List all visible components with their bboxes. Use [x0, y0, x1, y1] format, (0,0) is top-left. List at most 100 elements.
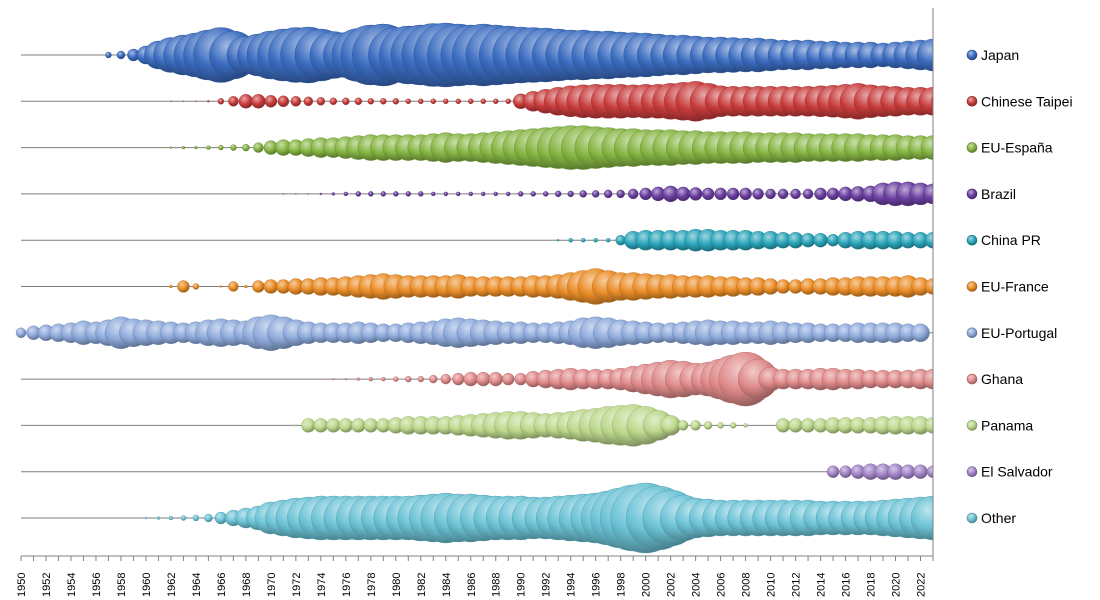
bubble — [729, 422, 737, 429]
bubble — [303, 96, 314, 107]
bubble — [238, 94, 254, 109]
bubble — [1023, 369, 1043, 389]
bubble — [204, 513, 213, 523]
bubble — [922, 368, 933, 390]
bubble — [726, 187, 740, 201]
bubble — [488, 371, 503, 387]
bubble — [468, 191, 473, 197]
x-tick-label: 2008 — [741, 573, 753, 597]
bubble — [916, 38, 933, 72]
legend-marker — [966, 466, 978, 478]
bubble — [368, 376, 374, 382]
bubble — [295, 193, 297, 195]
x-tick-label: 1962 — [166, 573, 178, 597]
bubble — [935, 184, 955, 204]
bubble — [918, 87, 933, 116]
bubble — [505, 98, 511, 105]
x-tick-label: 2010 — [766, 573, 778, 597]
bubble — [924, 278, 933, 295]
bubble — [947, 368, 969, 390]
bubble — [443, 98, 449, 105]
bubble — [264, 95, 278, 108]
bubble — [1039, 419, 1051, 431]
bubble — [313, 418, 329, 433]
bubble — [380, 191, 387, 197]
x-tick-label: 1986 — [466, 573, 478, 597]
bubble — [677, 420, 689, 431]
bubble — [219, 285, 223, 288]
bubble — [900, 464, 916, 479]
bubble — [717, 422, 724, 429]
bubble — [242, 143, 250, 152]
bubble — [144, 516, 148, 520]
bubble — [393, 376, 399, 382]
bubble — [580, 237, 586, 243]
bubble — [244, 284, 248, 289]
bubble — [543, 191, 549, 197]
bubble — [320, 378, 322, 380]
bubble — [949, 278, 967, 296]
bubble — [675, 186, 691, 202]
bubble — [307, 378, 310, 380]
bubble — [290, 96, 302, 107]
legend-label: EU-Portugal — [981, 325, 1057, 341]
bubble — [405, 98, 411, 105]
bubble — [480, 98, 486, 105]
bubble — [355, 191, 362, 197]
x-tick-label: 1980 — [391, 573, 403, 597]
bubble — [170, 100, 172, 103]
bubble — [430, 98, 436, 105]
bubble — [568, 237, 573, 243]
legend-item: Brazil — [966, 186, 1016, 202]
bubble — [839, 465, 852, 478]
bubble — [277, 95, 290, 108]
bubble — [910, 495, 933, 541]
legend-label: Chinese Taipei — [981, 93, 1073, 109]
bubble — [429, 374, 438, 384]
x-tick-label: 2006 — [716, 573, 728, 597]
bubble — [557, 238, 560, 242]
bubble — [555, 190, 562, 198]
bubble — [936, 278, 954, 296]
legend-item: Ghana — [966, 371, 1023, 387]
bubble — [468, 98, 474, 105]
bubble — [814, 187, 827, 201]
bubble — [329, 97, 338, 106]
bubble — [616, 189, 625, 199]
bubble — [579, 190, 587, 198]
bubble — [405, 375, 412, 383]
bubble — [182, 100, 185, 103]
bubble — [343, 191, 349, 197]
x-tick-label: 1950 — [16, 573, 28, 597]
bubble — [392, 98, 399, 105]
x-tick-label: 1976 — [341, 573, 353, 597]
bubble — [418, 191, 424, 197]
bubble — [354, 97, 363, 106]
bubble — [351, 418, 366, 433]
legend-marker — [966, 373, 978, 385]
legend: Japan Chinese Taipei EU-España Brazil China … — [966, 47, 1073, 526]
bubble — [443, 191, 448, 197]
bubble — [194, 145, 198, 150]
x-tick-label: 1954 — [66, 573, 78, 597]
x-tick-label: 2002 — [666, 573, 678, 597]
bubble — [228, 281, 239, 292]
x-tick-label: 1958 — [116, 573, 128, 597]
bubble — [530, 191, 536, 197]
x-tick-label: 2022 — [916, 573, 928, 597]
bubble — [922, 183, 933, 205]
legend-marker — [966, 142, 978, 153]
bubble — [294, 424, 298, 427]
bubble — [775, 418, 791, 433]
x-tick-label: 1956 — [91, 573, 103, 597]
bubble — [342, 97, 350, 106]
bubble — [367, 98, 375, 105]
bubble — [381, 376, 386, 382]
bubble — [393, 191, 399, 197]
bubble — [192, 283, 200, 290]
bubble — [800, 418, 816, 433]
x-tick-label: 1974 — [316, 573, 328, 597]
bubble — [181, 145, 186, 150]
bubble — [752, 188, 764, 200]
x-tick-label: 2018 — [866, 573, 878, 597]
